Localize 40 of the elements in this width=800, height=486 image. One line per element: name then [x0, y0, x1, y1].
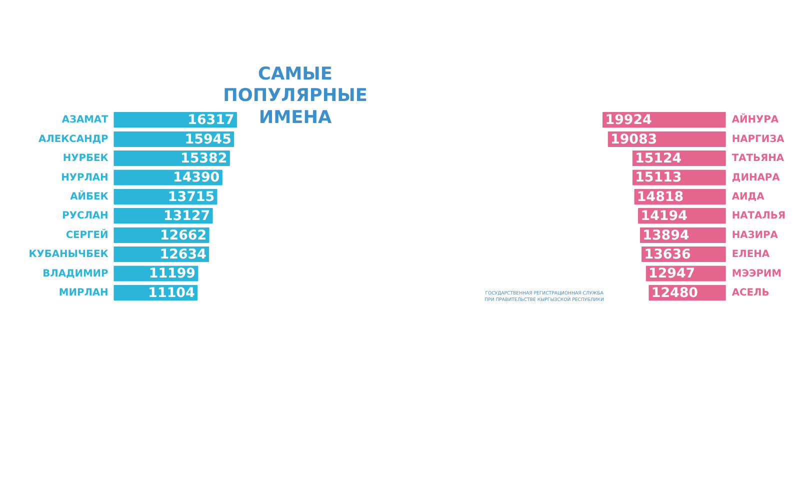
y-tick-label: ТАТЬЯНА	[732, 153, 784, 164]
y-tick-label: МЭЭРИМ	[732, 268, 782, 280]
data-label: 14818	[636, 190, 684, 205]
y-tick-label: ДИНАРА	[732, 172, 780, 184]
y-tick-label: НУРБЕК	[62, 153, 108, 164]
y-tick-label: ЕЛЕНА	[732, 249, 770, 260]
data-label: 13127	[163, 209, 210, 224]
y-tick-label: МИРЛАН	[58, 288, 108, 299]
data-label: 14390	[173, 170, 220, 186]
data-label: 11199	[148, 266, 196, 282]
y-tick-label: НАЗИРА	[732, 230, 778, 241]
y-tick-label: АИДА	[732, 192, 765, 203]
data-label: 12634	[160, 248, 206, 263]
y-tick-label: РУСЛАН	[62, 210, 108, 222]
data-label: 15124	[635, 152, 682, 167]
data-label: 12947	[648, 266, 696, 282]
y-tick-label: АЗАМАТ	[62, 114, 109, 126]
y-tick-label: АСЕЛЬ	[732, 288, 770, 299]
y-tick-label: КУБАНЫЧБЕК	[28, 249, 108, 260]
y-tick-label: АЛЕКСАНДР	[38, 134, 108, 145]
data-label: 12662	[160, 228, 207, 244]
y-tick-label: НУРЛАН	[61, 172, 108, 184]
y-tick-label: ВЛАДИМИР	[42, 268, 108, 280]
y-tick-label: НАРГИЗА	[732, 134, 785, 145]
data-label: 13894	[642, 228, 690, 244]
data-label: 19083	[610, 132, 658, 148]
y-tick-label: СЕРГЕЙ	[66, 228, 108, 241]
y-tick-label: НАТАЛЬЯ	[732, 210, 786, 222]
data-label: 16317	[188, 113, 234, 128]
data-label: 11104	[148, 286, 195, 301]
data-label: 13715	[168, 190, 215, 205]
y-tick-label: АЙНУРА	[732, 112, 779, 126]
data-label: 13636	[644, 248, 691, 263]
data-label: 15113	[635, 170, 682, 186]
data-label: 14194	[640, 209, 688, 224]
data-label: 19924	[605, 113, 652, 128]
data-label: 15382	[180, 152, 228, 167]
data-label: 12480	[651, 286, 698, 301]
y-tick-label: АЙБЕК	[70, 190, 108, 203]
data-label: 15945	[184, 132, 232, 148]
